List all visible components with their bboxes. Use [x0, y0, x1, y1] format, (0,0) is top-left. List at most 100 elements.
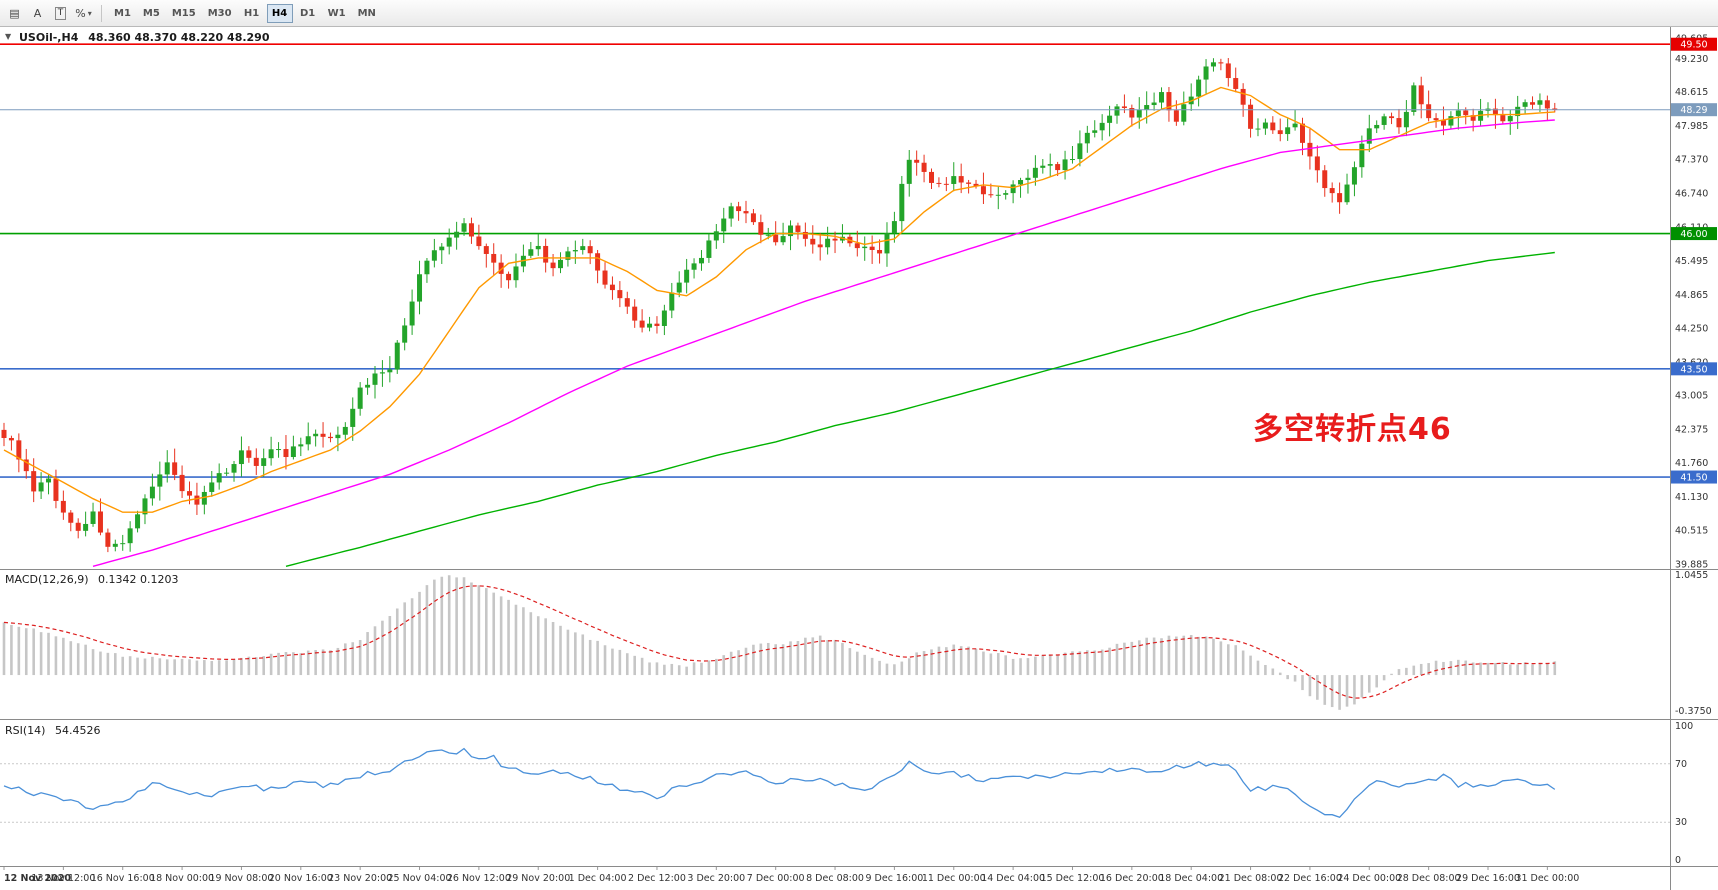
- price-axis-label: 47.985: [1675, 121, 1708, 132]
- price-tag-label: 41.50: [1680, 473, 1707, 484]
- price-tag-label: 43.50: [1680, 364, 1707, 375]
- price-axis-label: 47.370: [1675, 154, 1708, 165]
- time-axis-label: 16 Dec 20:00: [1100, 873, 1164, 884]
- timeframe-button-h4[interactable]: H4: [266, 3, 293, 23]
- time-axis-label: 26 Nov 12:00: [447, 873, 511, 884]
- price-tag-48.29: [1671, 103, 1717, 117]
- time-axis-label: 23 Nov 20:00: [328, 873, 392, 884]
- time-axis-label: 2 Dec 12:00: [628, 873, 686, 884]
- toolbar: ▤ A T % ▾ M1 M5 M15 M30 H1 H4 D1 W1 MN: [0, 0, 1718, 27]
- rsi-panel-area[interactable]: [0, 720, 1670, 866]
- text-tool-glyph: T: [54, 6, 67, 20]
- chart-window-glyph: ▤: [9, 6, 20, 20]
- cursor-tool-icon[interactable]: A: [27, 3, 48, 24]
- rsi-label: RSI(14): [5, 724, 46, 737]
- time-axis-label: 8 Dec 08:00: [806, 873, 864, 884]
- rsi-line: [3, 747, 1556, 819]
- price-axis[interactable]: [1670, 27, 1718, 890]
- timeframe-button-mn[interactable]: MN: [357, 7, 376, 19]
- timeframe-button-d1[interactable]: D1: [299, 7, 316, 19]
- macd-values: 0.1342 0.1203: [98, 573, 179, 586]
- time-axis-label: 18 Nov 00:00: [150, 873, 214, 884]
- price-axis-label: 40.515: [1675, 525, 1708, 536]
- symbol-period-label: USOil-,H4: [19, 31, 79, 44]
- chart-window-icon[interactable]: ▤: [4, 3, 25, 24]
- time-axis-label: 31 Dec 00:00: [1515, 873, 1579, 884]
- rsi-axis-label: 70: [1675, 759, 1687, 770]
- ma-slow-line: [285, 251, 1555, 567]
- time-axis-label: 13 Nov 12:00: [31, 873, 95, 884]
- ma-fast-line: [3, 86, 1555, 513]
- price-tag-label: 48.29: [1680, 105, 1707, 116]
- price-axis-label: 48.615: [1675, 87, 1708, 98]
- chart-title-bar: ▼ USOil-,H4 48.360 48.370 48.220 48.290: [5, 31, 269, 44]
- quick-trade-arrow-icon[interactable]: ▼: [5, 32, 12, 41]
- rsi-axis-label: 30: [1675, 817, 1687, 828]
- chart-annotation[interactable]: 多空转折点46: [1253, 412, 1452, 447]
- macd-axis-label: -0.3750: [1675, 706, 1712, 717]
- timeframe-button-m5[interactable]: M5: [142, 7, 160, 19]
- time-axis-label: 22 Dec 16:00: [1278, 873, 1342, 884]
- timeframe-button-m30[interactable]: M30: [207, 7, 232, 19]
- time-axis-label: 11 Dec 00:00: [922, 873, 986, 884]
- price-tag-41.50: [1671, 470, 1717, 484]
- price-tag-label: 49.50: [1680, 40, 1707, 51]
- time-axis-label: 29 Nov 20:00: [506, 873, 570, 884]
- time-axis-label: 19 Nov 08:00: [209, 873, 273, 884]
- time-axis-label: 9 Dec 16:00: [865, 873, 923, 884]
- time-axis-label: 18 Dec 04:00: [1159, 873, 1223, 884]
- timeframe-button-m1[interactable]: M1: [114, 7, 131, 19]
- time-axis-label: 1 Dec 04:00: [569, 873, 627, 884]
- main-chart-area[interactable]: [0, 27, 1670, 569]
- price-axis-label: 39.885: [1675, 559, 1708, 570]
- time-axis-label: 3 Dec 20:00: [687, 873, 745, 884]
- price-tag-46.00: [1671, 227, 1717, 241]
- price-axis-label: 41.130: [1675, 492, 1708, 503]
- time-axis-label: 15 Dec 12:00: [1041, 873, 1105, 884]
- macd-axis-label: 1.0455: [1675, 570, 1708, 581]
- time-axis-label: 28 Dec 08:00: [1397, 873, 1461, 884]
- rsi-title-bar: RSI(14) 54.4526: [5, 724, 100, 737]
- price-axis-label: 49.230: [1675, 54, 1708, 65]
- time-axis-label: 12 Nov 2020: [4, 873, 71, 884]
- time-axis-label: 20 Nov 16:00: [269, 873, 333, 884]
- time-axis-label: 16 Nov 16:00: [91, 873, 155, 884]
- drawing-tools-glyph: %: [75, 6, 86, 20]
- time-axis-label: 14 Dec 04:00: [981, 873, 1045, 884]
- toolbar-separator: [101, 4, 102, 22]
- time-axis-label: 21 Dec 08:00: [1219, 873, 1283, 884]
- price-axis-label: 43.005: [1675, 391, 1708, 402]
- rsi-value: 54.4526: [54, 724, 101, 737]
- dropdown-arrow-icon: ▾: [87, 8, 92, 18]
- macd-signal-line: [3, 585, 1555, 699]
- cursor-tool-glyph: A: [33, 6, 42, 20]
- text-tool-icon[interactable]: T: [50, 3, 71, 24]
- ohlc-values: 48.360 48.370 48.220 48.290: [88, 31, 270, 44]
- price-tag-43.50: [1671, 362, 1717, 376]
- price-axis-label: 42.375: [1675, 425, 1708, 436]
- time-axis[interactable]: [0, 867, 1670, 890]
- ma-medium-line: [92, 119, 1555, 567]
- candlesticks: [1, 58, 1558, 553]
- macd-histogram: [2, 575, 1557, 710]
- rsi-axis-label: 100: [1675, 721, 1693, 732]
- price-axis-label: 45.495: [1675, 256, 1708, 267]
- time-axis-label: 24 Dec 00:00: [1337, 873, 1401, 884]
- drawing-tools-icon[interactable]: % ▾: [73, 3, 94, 24]
- price-tag-49.50: [1671, 37, 1717, 51]
- timeframe-button-m15[interactable]: M15: [171, 7, 196, 19]
- macd-title-bar: MACD(12,26,9) 0.1342 0.1203: [5, 573, 179, 586]
- price-axis-label: 46.740: [1675, 189, 1708, 200]
- timeframe-button-h1[interactable]: H1: [243, 7, 260, 19]
- price-axis-label: 44.865: [1675, 290, 1708, 301]
- time-axis-label: 7 Dec 00:00: [747, 873, 805, 884]
- time-axis-label: 29 Dec 16:00: [1456, 873, 1520, 884]
- price-axis-label: 41.760: [1675, 458, 1708, 469]
- macd-label: MACD(12,26,9): [5, 573, 89, 586]
- price-axis-label: 44.250: [1675, 323, 1708, 334]
- price-tag-label: 46.00: [1680, 229, 1707, 240]
- rsi-axis-label: 0: [1675, 855, 1681, 866]
- timeframe-button-w1[interactable]: W1: [327, 7, 346, 19]
